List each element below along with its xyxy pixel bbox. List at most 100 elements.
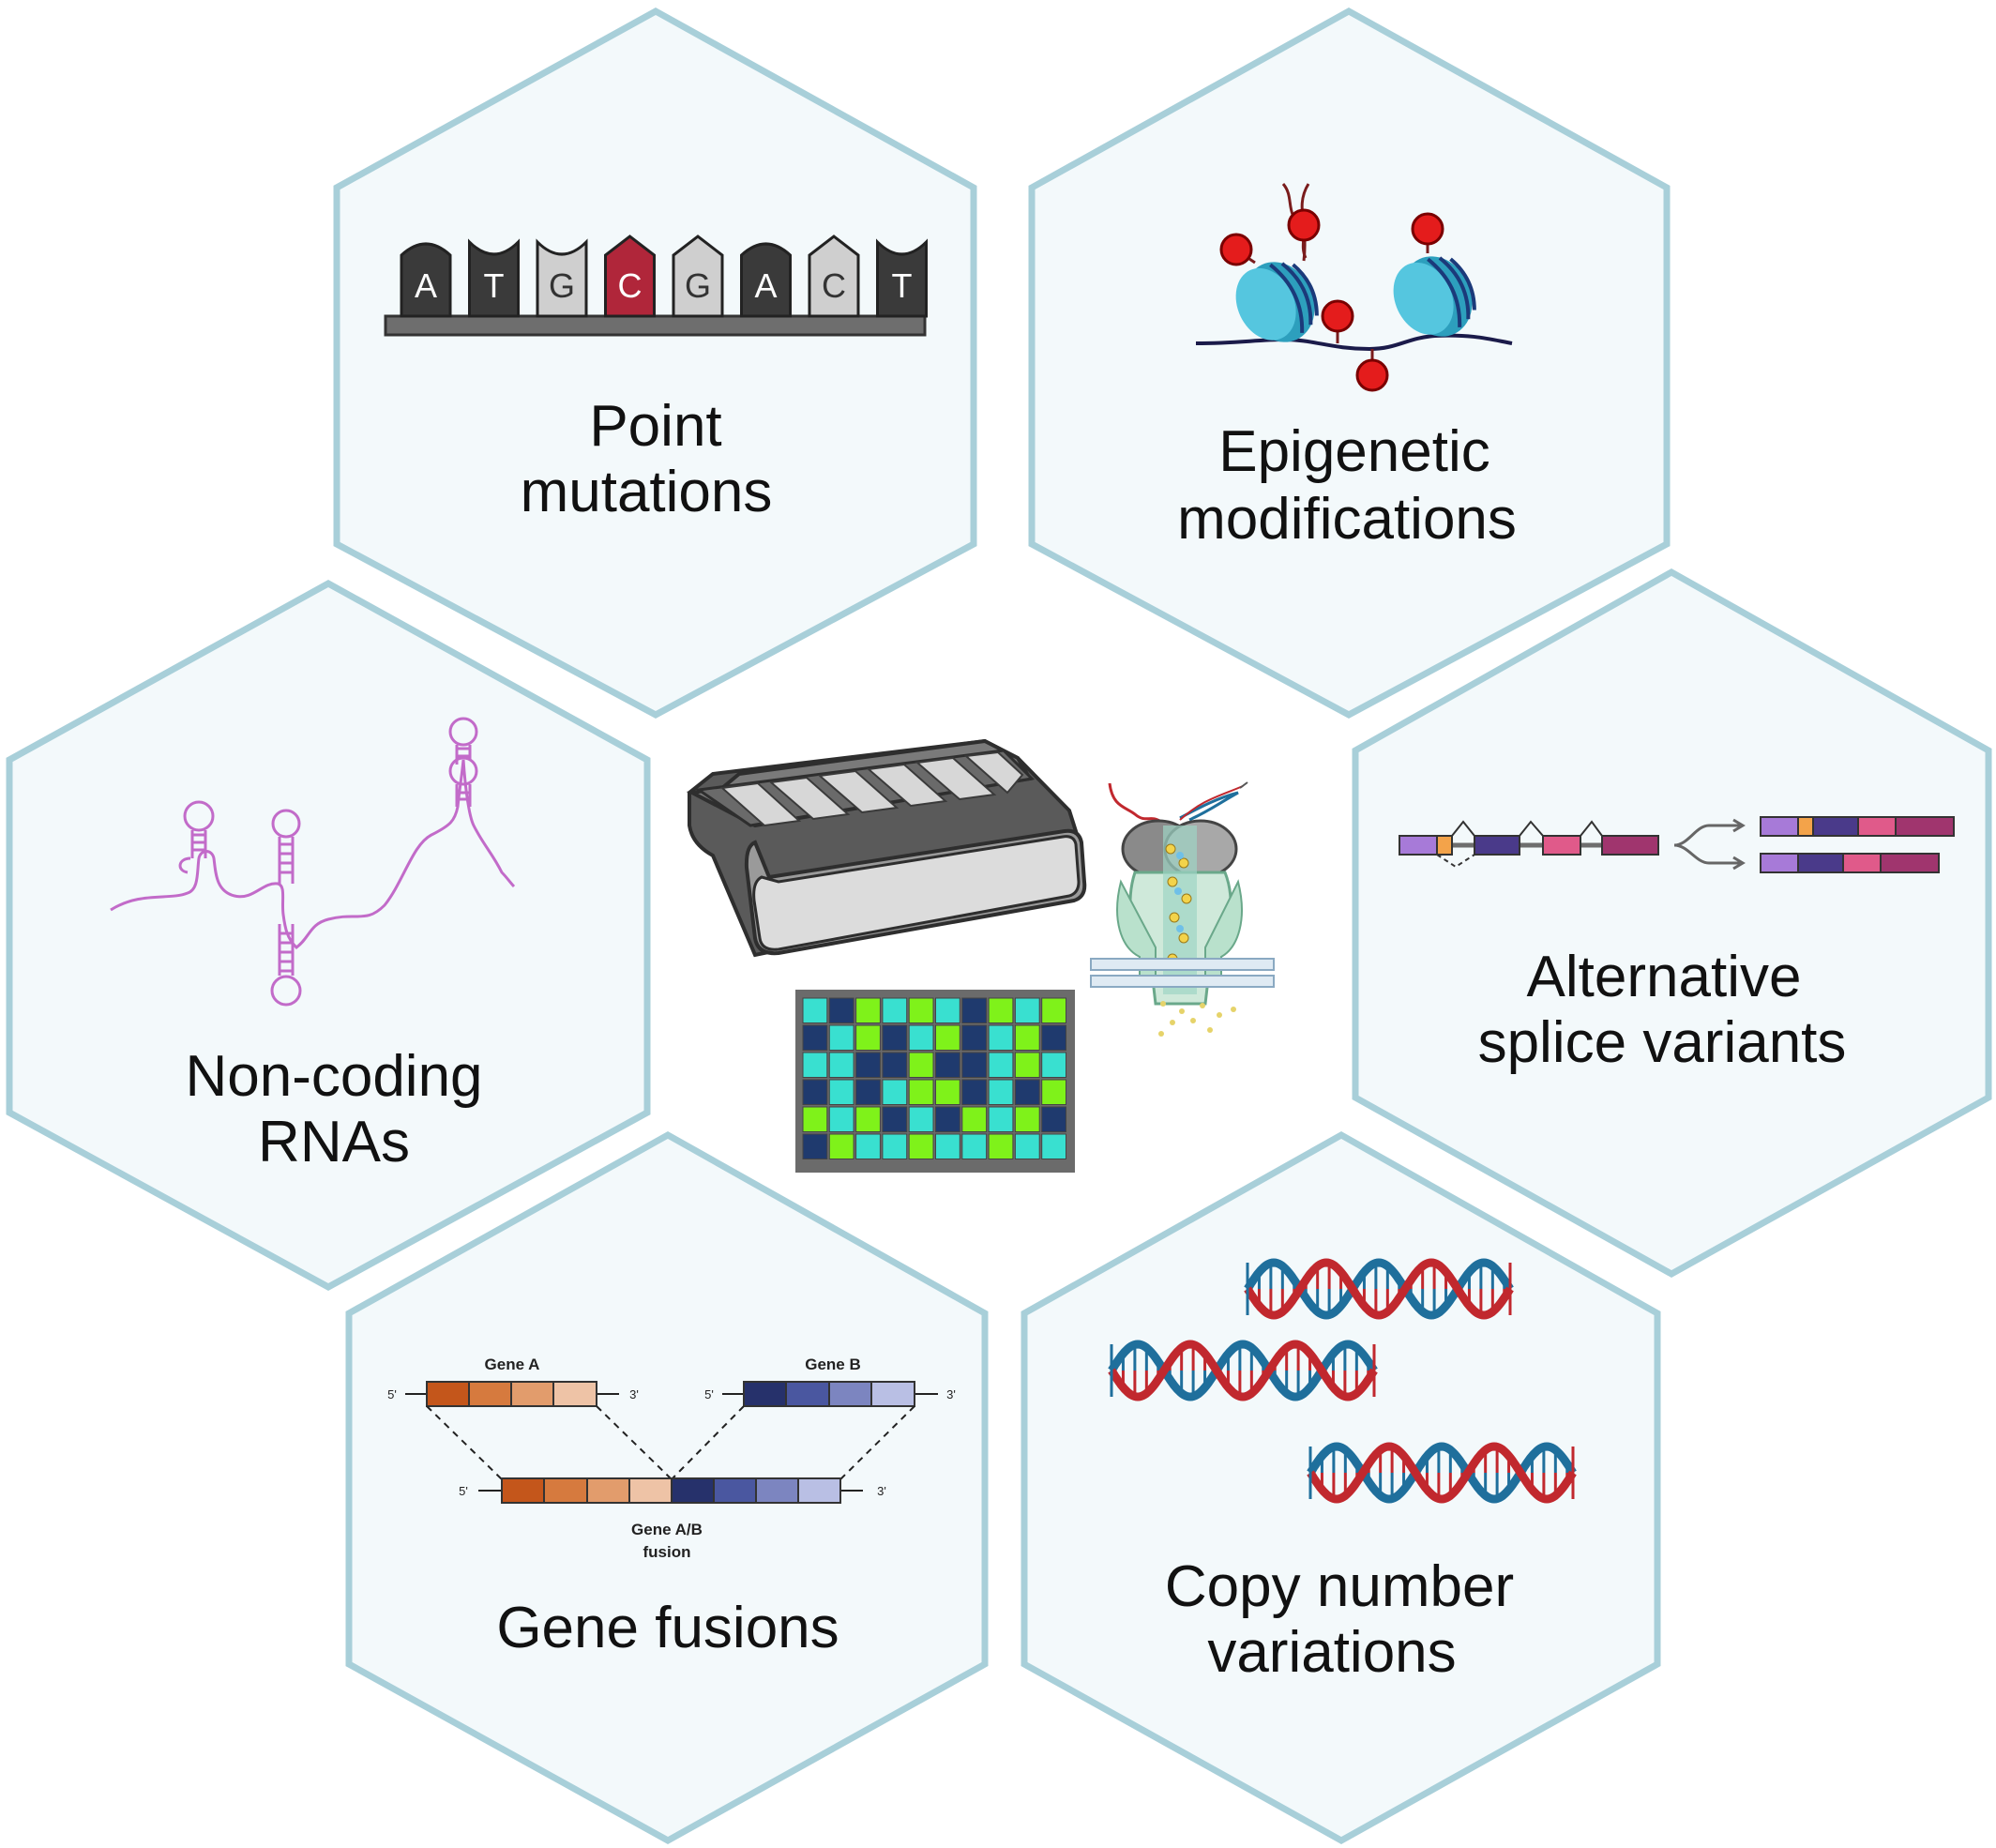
microarray-cell bbox=[1014, 997, 1040, 1023]
microarray-cell bbox=[908, 1052, 934, 1078]
microarray-cell bbox=[802, 1079, 828, 1105]
microarray-cell bbox=[828, 997, 854, 1023]
five-prime-label: 5' bbox=[387, 1387, 397, 1401]
methyl-group-icon bbox=[1355, 349, 1389, 392]
cnv-title-line1: Copy number bbox=[1165, 1554, 1514, 1619]
methyl-group-icon bbox=[1287, 208, 1321, 246]
transcript-variant-1 bbox=[1760, 816, 1955, 837]
microarray-cell bbox=[961, 1079, 988, 1105]
dna-helix-icon bbox=[1244, 1258, 1514, 1320]
splicing-illustration bbox=[1399, 816, 1955, 873]
microarray-cell bbox=[882, 1133, 908, 1159]
microarray-cell bbox=[908, 1079, 934, 1105]
nucleotide-tile: G bbox=[672, 235, 724, 318]
noncoding-rna-illustration bbox=[110, 717, 516, 1007]
nucleotide-letter: T bbox=[892, 266, 913, 305]
microarray-cell bbox=[1014, 1106, 1040, 1132]
chromatin-illustration bbox=[1195, 183, 1513, 392]
nucleotide-tile: A bbox=[400, 242, 452, 318]
epigenetic-title-line2: modifications bbox=[1177, 487, 1517, 552]
rna-hairpin-icon bbox=[178, 800, 215, 874]
epigenetic-title-line1: Epigenetic bbox=[1218, 419, 1490, 484]
microarray-cell bbox=[935, 1133, 960, 1159]
nucleotide-tile: T bbox=[876, 238, 928, 318]
gene-b-label: Gene B bbox=[805, 1356, 861, 1373]
five-prime-label: 5' bbox=[459, 1484, 468, 1498]
arrow-icon bbox=[1673, 818, 1746, 871]
microarray-cell bbox=[1041, 1052, 1066, 1078]
microarray-cell bbox=[988, 1079, 1014, 1105]
fusion-label-line1: Gene A/B bbox=[631, 1521, 703, 1538]
microarray-cell bbox=[1041, 1133, 1066, 1159]
dna-helix-icon bbox=[1108, 1340, 1378, 1401]
cnv-title-line2: variations bbox=[1207, 1620, 1456, 1685]
microarray-cell bbox=[908, 1106, 934, 1132]
microarray-cell bbox=[828, 1106, 854, 1132]
three-prime-label: 3' bbox=[946, 1387, 956, 1401]
microarray-cell bbox=[935, 1024, 960, 1051]
microarray-cell bbox=[1041, 1079, 1066, 1105]
microarray-cell bbox=[882, 1052, 908, 1078]
nanopore-icon bbox=[1090, 781, 1275, 1037]
microarray-cell bbox=[1014, 1079, 1040, 1105]
noncoding-title-line1: Non-coding bbox=[185, 1044, 482, 1109]
microarray-cell bbox=[961, 1024, 988, 1051]
splice-title-line2: splice variants bbox=[1478, 1010, 1847, 1075]
microarray-cell bbox=[908, 997, 934, 1023]
nucleotide-tile: C bbox=[808, 235, 860, 318]
microarray-cell bbox=[855, 1079, 881, 1105]
dna-strand bbox=[1195, 333, 1513, 352]
microarray-cell bbox=[1041, 1106, 1066, 1132]
microarray-cell bbox=[828, 1133, 854, 1159]
microarray-cell bbox=[882, 1106, 908, 1132]
microarray-cell bbox=[1041, 1024, 1066, 1051]
microarray-cell bbox=[988, 1024, 1014, 1051]
nucleotide-letter: G bbox=[549, 266, 575, 305]
nucleotide-letter: C bbox=[822, 266, 846, 305]
microarray-cell bbox=[988, 1052, 1014, 1078]
dna-helix-icon bbox=[1307, 1442, 1577, 1504]
microarray-cell bbox=[1041, 997, 1066, 1023]
nucleosome-icon bbox=[1235, 262, 1319, 342]
rna-hairpin-icon bbox=[270, 924, 302, 1007]
microarray-cell bbox=[935, 997, 960, 1023]
microarray-cell bbox=[882, 1079, 908, 1105]
microarray-cell bbox=[855, 1106, 881, 1132]
hexagon-point-mutations bbox=[333, 7, 977, 719]
microarray-icon bbox=[795, 990, 1075, 1173]
point-mutations-title-line1: Point bbox=[589, 394, 721, 459]
three-prime-label: 3' bbox=[629, 1387, 639, 1401]
microarray-cell bbox=[961, 1133, 988, 1159]
nucleotide-letter: C bbox=[618, 266, 643, 305]
microarray-cell bbox=[882, 997, 908, 1023]
nucleotide-tile: G bbox=[536, 238, 588, 318]
hexagon-copy-number-variations bbox=[1021, 1130, 1661, 1845]
rna-hairpin-icon bbox=[271, 809, 301, 884]
methyl-group-icon bbox=[1321, 299, 1354, 343]
gene-a-label: Gene A bbox=[485, 1356, 540, 1373]
nucleotide-letter: G bbox=[685, 266, 711, 305]
nucleotide-tile: T bbox=[468, 238, 520, 318]
nucleotide-letter: A bbox=[754, 266, 777, 305]
microarray-cell bbox=[802, 1133, 828, 1159]
rna-hairpin-icon bbox=[448, 717, 478, 807]
microarray-cell bbox=[988, 997, 1014, 1023]
microarray-cell bbox=[828, 1024, 854, 1051]
microarray-cell bbox=[961, 997, 988, 1023]
microarray-cell bbox=[802, 1106, 828, 1132]
gene-fusion-illustration: Gene A Gene B 5' 3' 5' 3' 5' 3' bbox=[387, 1356, 956, 1561]
splice-title-line1: Alternative bbox=[1527, 945, 1802, 1009]
nucleotide-letter: T bbox=[484, 266, 505, 305]
microarray-cell bbox=[828, 1079, 854, 1105]
hexagon-splice-variants bbox=[1352, 568, 1992, 1279]
microarray-cell bbox=[855, 997, 881, 1023]
sequence-backbone bbox=[384, 314, 927, 337]
microarray-cell bbox=[828, 1052, 854, 1078]
noncoding-title-line2: RNAs bbox=[258, 1110, 410, 1174]
sequencer-machine-icon bbox=[686, 738, 1087, 958]
transcript-variant-2 bbox=[1760, 853, 1940, 873]
microarray-cell bbox=[802, 1024, 828, 1051]
microarray-cell bbox=[961, 1106, 988, 1132]
microarray-cell bbox=[935, 1079, 960, 1105]
